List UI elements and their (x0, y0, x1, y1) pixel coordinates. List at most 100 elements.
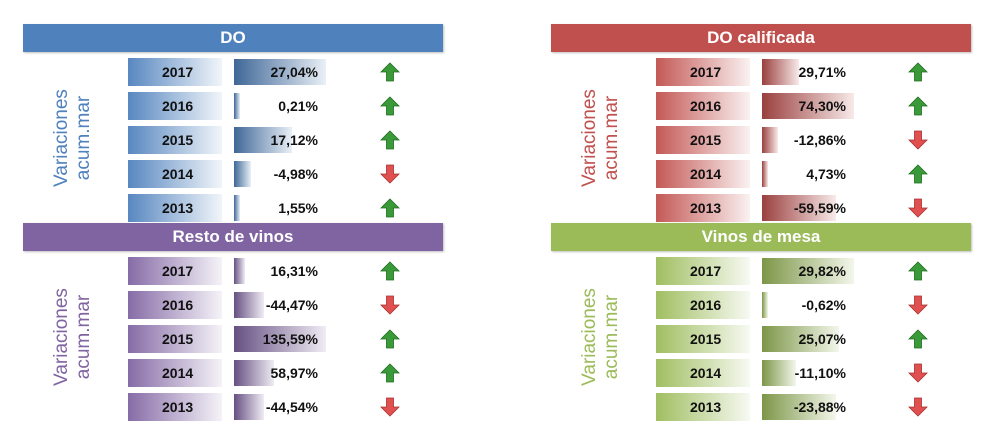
year-cell: 2016 (656, 92, 750, 120)
table-row: 2013 1,55% (128, 194, 448, 222)
green-up-arrow-icon (380, 261, 400, 281)
value-label: -59,59% (793, 200, 846, 216)
side-label: Variaciones acum.mar (551, 251, 651, 423)
table-row: 2014 -11,10% (656, 359, 976, 387)
year-label: 2014 (162, 166, 194, 182)
value-label: 1,55% (278, 200, 318, 216)
year-cell: 2016 (128, 291, 222, 319)
green-up-arrow-icon (380, 198, 400, 218)
table-row: 2013 -23,88% (656, 393, 976, 421)
table-row: 2015 -12,86% (656, 126, 976, 154)
table-row: 2016 0,21% (128, 92, 448, 120)
table-row: 2014 4,73% (656, 160, 976, 188)
side-label-line-2: acum.mar (73, 294, 94, 380)
panel-do-calificada: DO calificada Variaciones acum.mar 2017 2… (551, 24, 971, 224)
value-bar (234, 127, 293, 153)
value-label: -44,47% (265, 297, 318, 313)
value-bar (234, 161, 251, 187)
value-label: -0,62% (801, 297, 846, 313)
panel-title: DO calificada (551, 24, 971, 52)
year-label: 2015 (162, 132, 194, 148)
panel-title: DO (23, 24, 443, 52)
table-row: 2013 -44,54% (128, 393, 448, 421)
year-label: 2017 (690, 64, 722, 80)
year-cell: 2014 (656, 359, 750, 387)
value-bar (762, 326, 840, 352)
value-bar (762, 360, 797, 386)
value-label: 16,31% (270, 263, 318, 279)
value-bar (234, 195, 240, 221)
value-label: 74,30% (798, 98, 846, 114)
green-up-arrow-icon (908, 62, 928, 82)
value-label: -44,54% (265, 399, 318, 415)
year-label: 2016 (162, 98, 194, 114)
side-label: Variaciones acum.mar (23, 251, 123, 423)
year-cell: 2017 (656, 257, 750, 285)
year-label: 2014 (690, 166, 722, 182)
value-bar (762, 127, 778, 153)
value-label: 0,21% (278, 98, 318, 114)
year-cell: 2017 (128, 257, 222, 285)
value-label: -12,86% (793, 132, 846, 148)
value-bar (234, 59, 326, 85)
red-down-arrow-icon (380, 397, 400, 417)
green-up-arrow-icon (380, 96, 400, 116)
year-label: 2013 (162, 399, 194, 415)
value-bar (234, 292, 265, 318)
table-row: 2014 -4,98% (128, 160, 448, 188)
year-label: 2015 (690, 132, 722, 148)
table-row: 2015 135,59% (128, 325, 448, 353)
value-bar (762, 93, 854, 119)
year-label: 2013 (690, 399, 722, 415)
value-label: 135,59% (262, 331, 318, 347)
red-down-arrow-icon (908, 397, 928, 417)
year-cell: 2013 (656, 194, 750, 222)
year-cell: 2017 (128, 58, 222, 86)
value-bar (762, 394, 836, 420)
side-label-line-2: acum.mar (601, 95, 622, 181)
red-down-arrow-icon (908, 295, 928, 315)
panel-vinos-de-mesa: Vinos de mesa Variaciones acum.mar 2017 2… (551, 223, 971, 423)
year-cell: 2013 (128, 393, 222, 421)
side-label-line-1: Variaciones (579, 89, 600, 187)
green-up-arrow-icon (908, 164, 928, 184)
side-label-line-1: Variaciones (51, 89, 72, 187)
value-label: -23,88% (793, 399, 846, 415)
green-up-arrow-icon (380, 363, 400, 383)
side-label-line-2: acum.mar (601, 294, 622, 380)
red-down-arrow-icon (380, 164, 400, 184)
year-label: 2016 (690, 297, 722, 313)
value-label: 4,73% (806, 166, 846, 182)
side-label: Variaciones acum.mar (551, 52, 651, 224)
panel-do: DO Variaciones acum.mar 2017 27,04% 2016 0,… (23, 24, 443, 224)
side-label-line-1: Variaciones (579, 288, 600, 386)
year-label: 2016 (690, 98, 722, 114)
value-label: 29,82% (798, 263, 846, 279)
table-row: 2017 27,04% (128, 58, 448, 86)
table-row: 2016 -44,47% (128, 291, 448, 319)
red-down-arrow-icon (380, 295, 400, 315)
side-label: Variaciones acum.mar (23, 52, 123, 224)
green-up-arrow-icon (908, 96, 928, 116)
year-cell: 2015 (128, 126, 222, 154)
year-label: 2013 (162, 200, 194, 216)
year-cell: 2014 (128, 359, 222, 387)
value-bar (762, 258, 854, 284)
value-bar (234, 258, 246, 284)
red-down-arrow-icon (908, 130, 928, 150)
green-up-arrow-icon (908, 329, 928, 349)
year-label: 2016 (162, 297, 194, 313)
year-label: 2014 (162, 365, 194, 381)
value-label: -4,98% (273, 166, 318, 182)
green-up-arrow-icon (908, 261, 928, 281)
year-label: 2015 (162, 331, 194, 347)
year-cell: 2013 (656, 393, 750, 421)
year-cell: 2014 (656, 160, 750, 188)
table-row: 2015 17,12% (128, 126, 448, 154)
side-label-line-1: Variaciones (51, 288, 72, 386)
value-label: 25,07% (798, 331, 846, 347)
year-cell: 2016 (128, 92, 222, 120)
value-label: 29,71% (798, 64, 846, 80)
value-label: 27,04% (270, 64, 318, 80)
table-row: 2016 74,30% (656, 92, 976, 120)
